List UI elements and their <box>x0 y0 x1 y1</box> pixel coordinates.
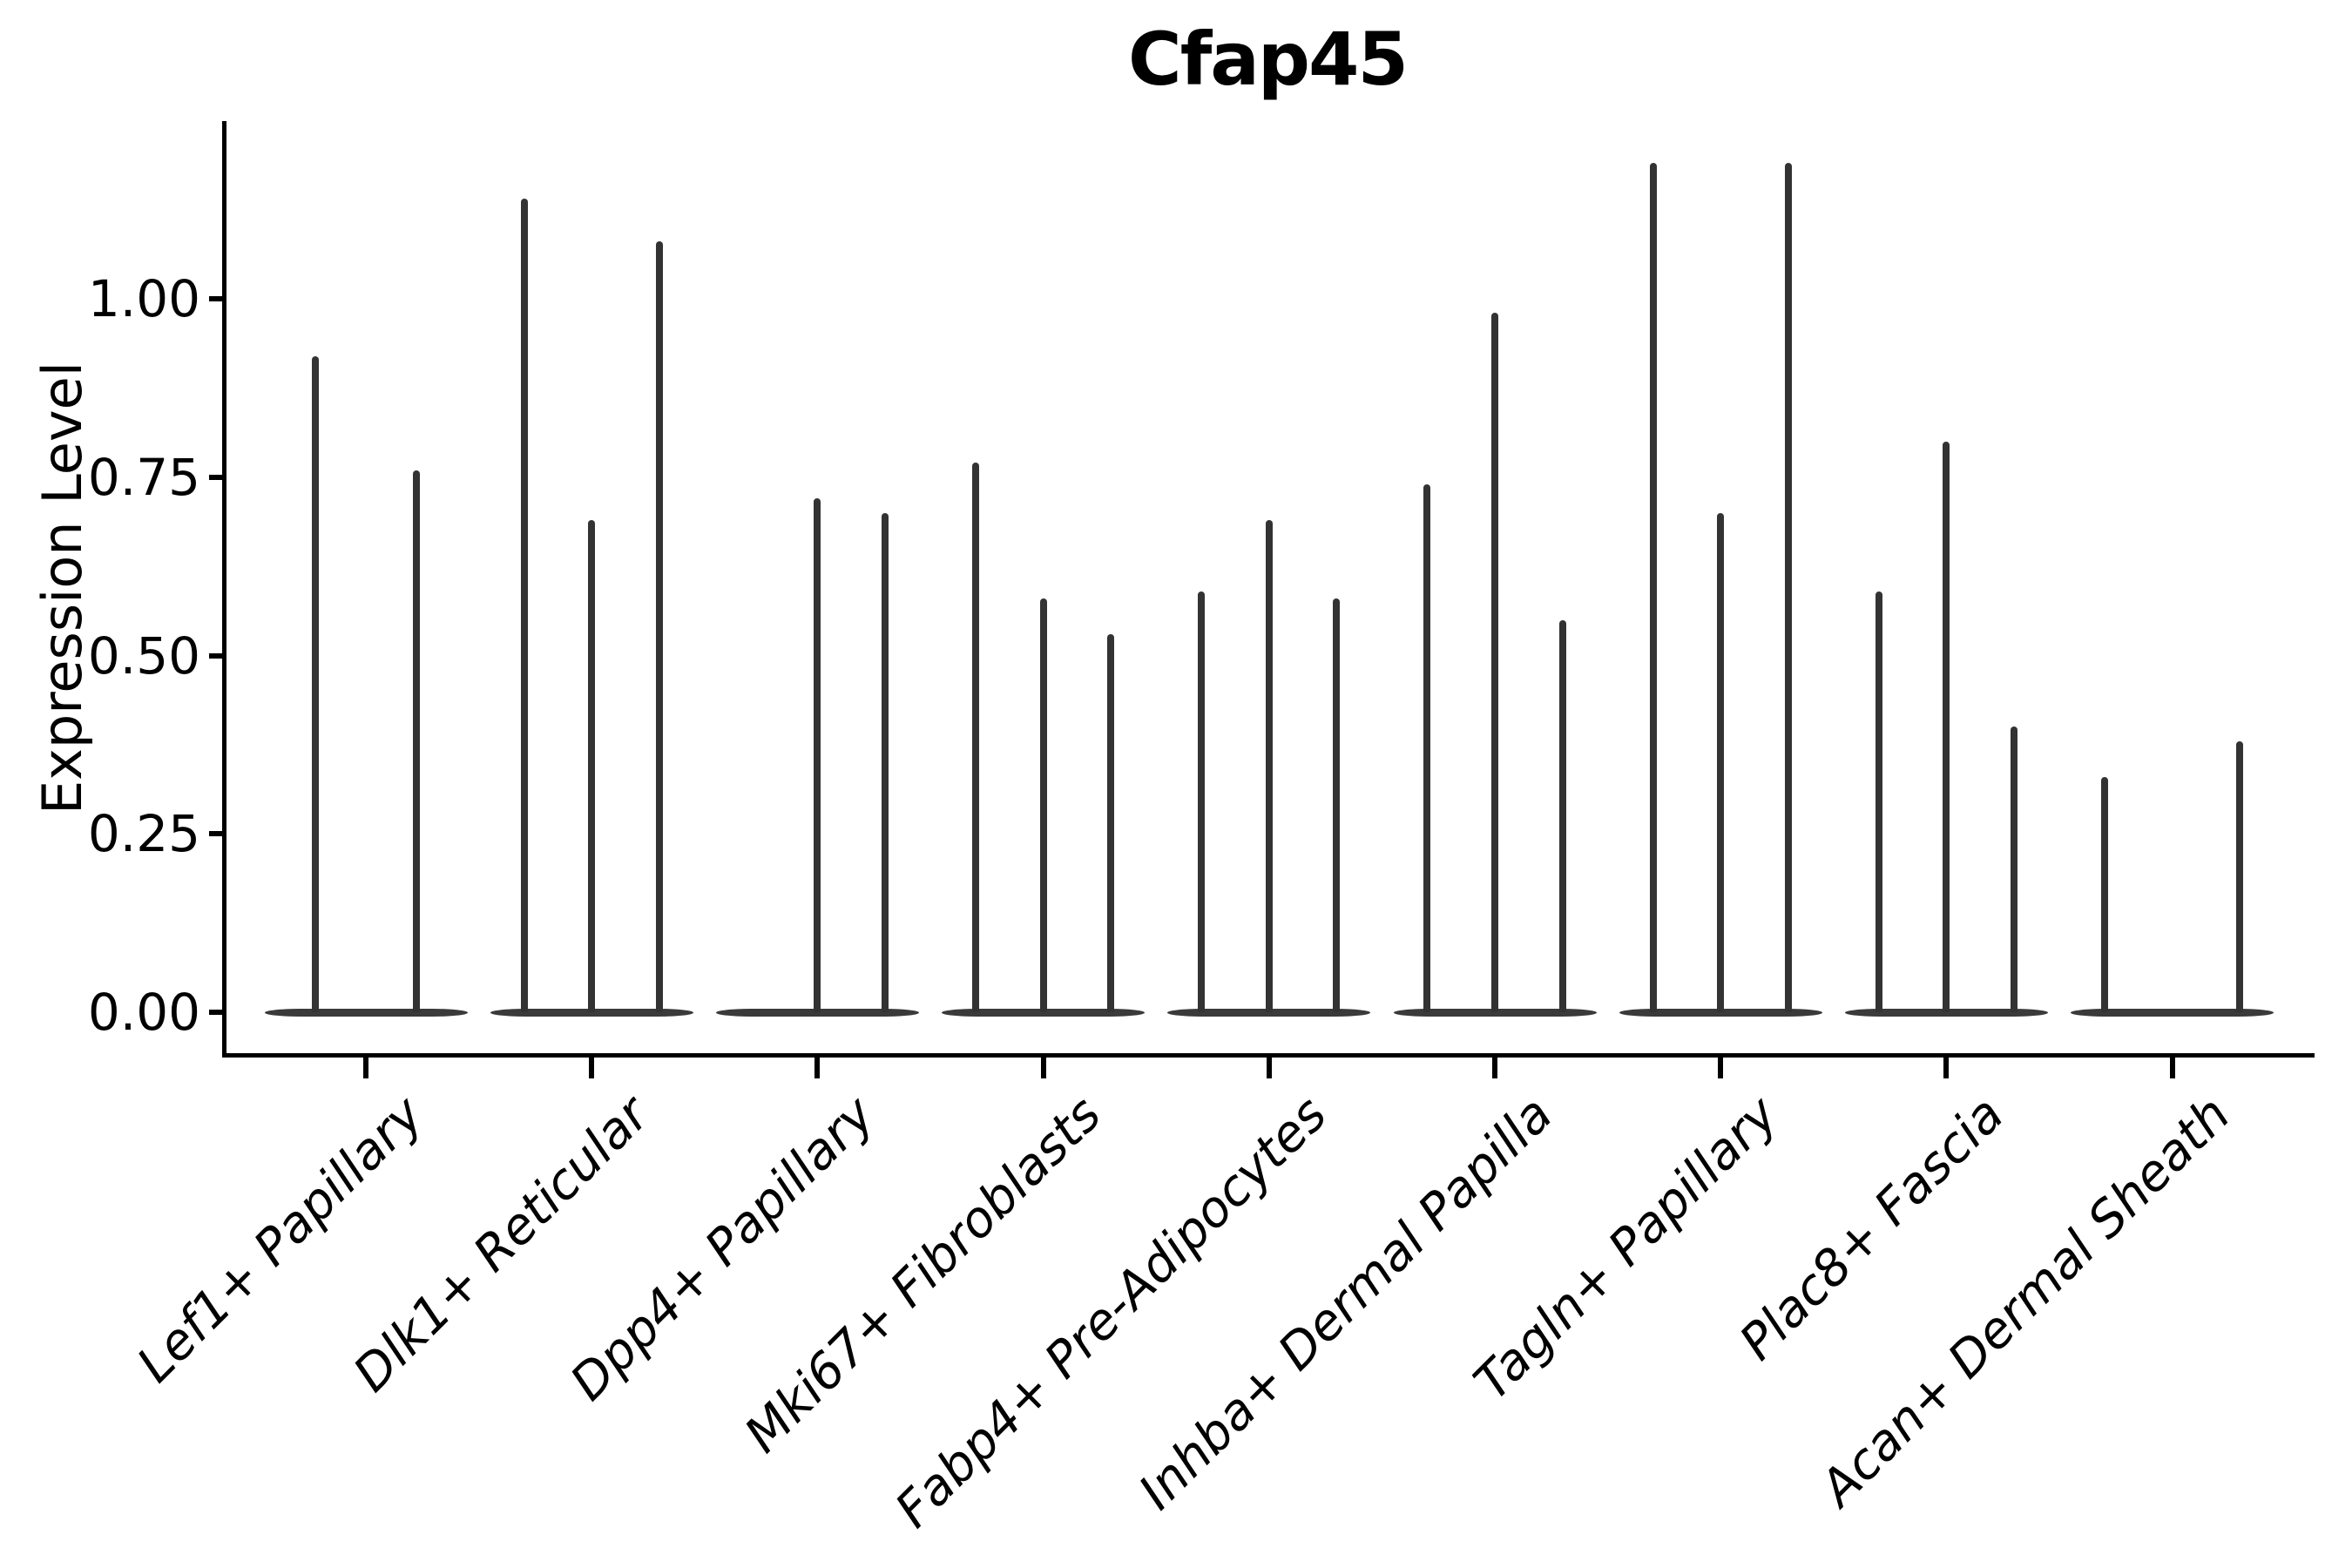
violin-spike <box>520 199 528 1012</box>
x-tick <box>363 1058 368 1078</box>
violin-spike <box>1423 483 1431 1012</box>
violin-body <box>1167 1008 1371 1017</box>
violin-spike <box>882 512 889 1012</box>
violin-spike <box>588 519 596 1012</box>
violin-spike <box>1875 591 1882 1012</box>
violin-spike <box>1039 598 1047 1012</box>
violin-spike <box>1265 519 1273 1012</box>
x-tick <box>2169 1058 2175 1078</box>
violin-spike <box>2011 727 2018 1012</box>
violin-spike <box>413 470 421 1012</box>
violin-spike <box>655 241 663 1012</box>
y-tick-label: 0.00 <box>87 983 200 1042</box>
y-tick-label: 0.75 <box>87 447 200 507</box>
violin-body <box>1844 1008 2048 1017</box>
violin-spike <box>1649 163 1657 1012</box>
violin-spike <box>1107 633 1115 1012</box>
x-tick <box>1040 1058 1046 1078</box>
violin-spike <box>1333 598 1341 1012</box>
violin-spike <box>971 463 979 1012</box>
y-tick-label: 1.00 <box>87 269 200 328</box>
violin-body <box>942 1008 1146 1017</box>
x-tick <box>1492 1058 1497 1078</box>
violin-spike <box>1943 441 1950 1012</box>
y-tick-label: 0.50 <box>87 625 200 686</box>
violin-spike <box>311 355 319 1012</box>
violin-spike <box>1491 313 1498 1012</box>
violin-body <box>1619 1008 1822 1017</box>
violin-body <box>264 1008 468 1017</box>
y-tick <box>209 474 224 480</box>
x-tick <box>589 1058 595 1078</box>
y-tick <box>209 1010 224 1015</box>
violin-spike <box>814 498 821 1012</box>
y-tick <box>209 652 224 659</box>
y-tick-label: 0.25 <box>87 804 200 864</box>
violin-body <box>1393 1008 1597 1017</box>
violin-body <box>490 1008 693 1017</box>
violin-spike <box>1558 619 1566 1012</box>
violin-body <box>2071 1008 2274 1017</box>
x-tick <box>814 1058 821 1078</box>
x-tick <box>1943 1058 1950 1078</box>
chart-title: Cfap45 <box>1128 17 1409 102</box>
y-tick <box>209 831 224 837</box>
violin-spike <box>1717 512 1725 1012</box>
violin-spike <box>2100 776 2108 1012</box>
violin-spike <box>1784 163 1792 1012</box>
violin-spike <box>2236 740 2244 1012</box>
y-tick <box>209 296 224 301</box>
x-tick <box>1718 1058 1724 1078</box>
x-axis-spine <box>222 1053 2315 1058</box>
violin-body <box>715 1008 919 1017</box>
x-tick <box>1266 1058 1272 1078</box>
violin-spike <box>1198 591 1206 1012</box>
y-axis-spine <box>222 121 226 1058</box>
